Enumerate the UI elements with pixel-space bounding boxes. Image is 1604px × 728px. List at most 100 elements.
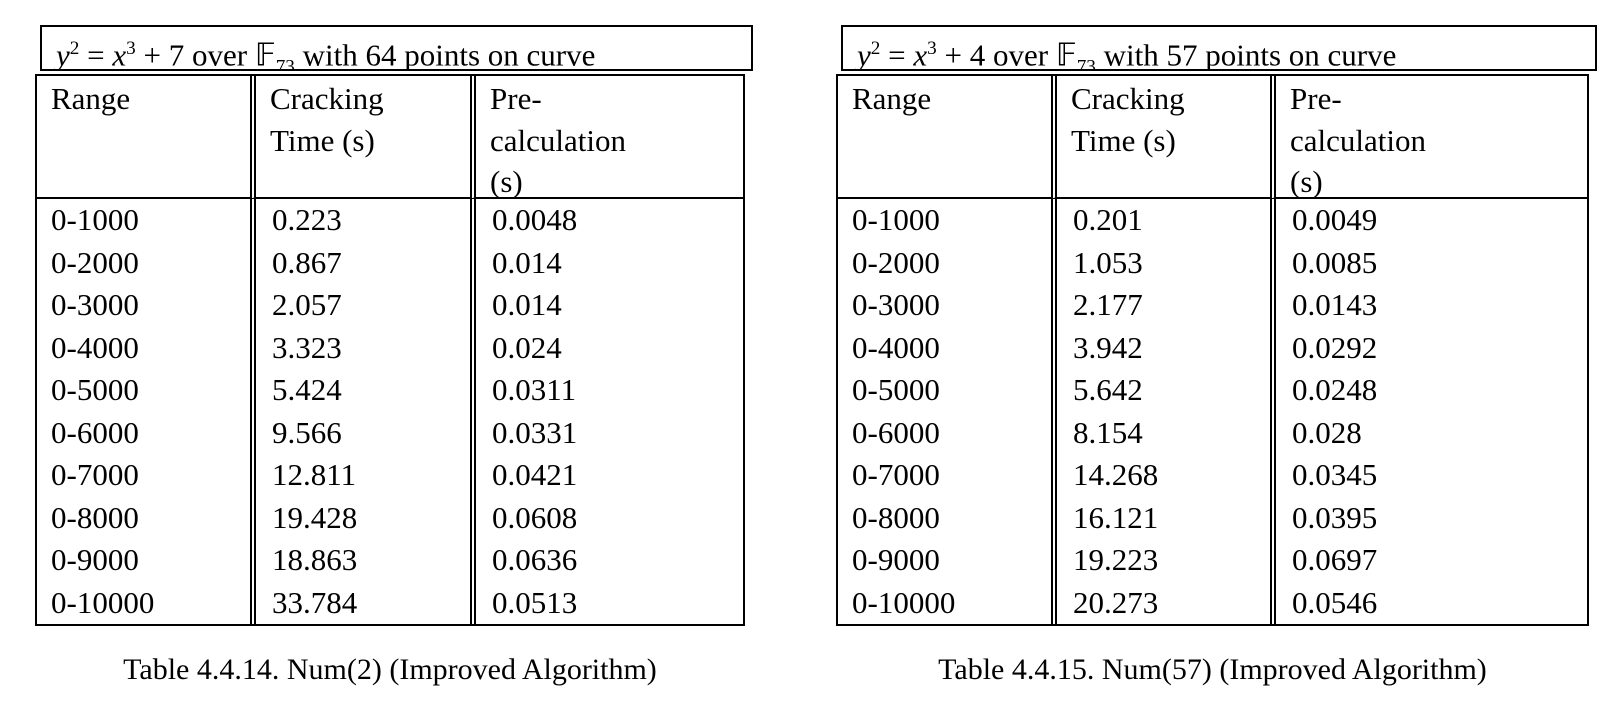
header-line: Pre- bbox=[1290, 81, 1342, 116]
table-cell: 0-4000 bbox=[852, 329, 940, 365]
table-cell: 0.0608 bbox=[470, 496, 743, 539]
header-line: Range bbox=[852, 81, 932, 116]
header-line: (s) bbox=[490, 164, 523, 199]
math-exponent-2: 2 bbox=[69, 38, 80, 59]
column-header-cracking-time: Cracking Time (s) bbox=[1051, 76, 1270, 199]
column-header-cracking-time: Cracking Time (s) bbox=[250, 76, 470, 199]
table-cell: 0.0085 bbox=[1270, 241, 1587, 284]
table-figure-num2: y2 = x3 + 7 over 𝔽73 with 64 points on c… bbox=[35, 25, 753, 728]
header-line: Pre- bbox=[490, 81, 542, 116]
table-cell: 0-3000 bbox=[51, 287, 139, 322]
field-symbol: 𝔽 bbox=[254, 37, 276, 71]
table-cell: 0-2000 bbox=[51, 244, 139, 280]
table-cell: 0.0697 bbox=[1270, 539, 1587, 582]
header-line: (s) bbox=[1290, 164, 1323, 199]
table-cell: 0.867 bbox=[250, 241, 470, 284]
column-header-precalculation: Pre-calculation (s) bbox=[1270, 76, 1587, 199]
table-cell: 0.024 bbox=[470, 326, 743, 369]
table-cell: 20.273 bbox=[1051, 581, 1270, 624]
table-cell: 0-10000 bbox=[852, 584, 956, 620]
table-cell: 0.0395 bbox=[1270, 496, 1587, 539]
table-cell: 0.223 bbox=[250, 199, 470, 242]
table-cell: 0-9000 bbox=[51, 542, 139, 577]
table-cell: 3.942 bbox=[1051, 326, 1270, 369]
table-cell: 0.014 bbox=[470, 284, 743, 327]
table-cell: 0.0331 bbox=[470, 411, 743, 454]
table-cell: 0-8000 bbox=[51, 499, 139, 535]
table-cell: 3.323 bbox=[250, 326, 470, 369]
table-cell: 0-6000 bbox=[51, 414, 139, 450]
table-cell: 0-3000 bbox=[852, 287, 940, 322]
table-cell: 0.014 bbox=[470, 241, 743, 284]
math-exponent-3: 3 bbox=[927, 38, 937, 59]
table-title-curve-equation: y2 = x3 + 4 over 𝔽73 with 57 points on c… bbox=[841, 25, 1597, 71]
table-body-frame: Range Cracking Time (s) Pre-calculation (s… bbox=[35, 74, 745, 626]
table-cell: 0.0546 bbox=[1270, 581, 1587, 624]
column-header-range: Range bbox=[838, 76, 1051, 199]
header-line: calculation bbox=[490, 122, 626, 158]
field-symbol: 𝔽 bbox=[1055, 37, 1077, 71]
math-constant-over: + 4 over bbox=[936, 37, 1056, 71]
field-subscript: 73 bbox=[275, 56, 295, 71]
table-cell: 19.223 bbox=[1051, 539, 1270, 582]
table-grid: Range Cracking Time (s) Pre-calculation (s… bbox=[37, 76, 743, 624]
table-body-frame: Range Cracking Time (s) Pre-calculation (s… bbox=[836, 74, 1589, 626]
table-cell: 0-8000 bbox=[852, 499, 940, 535]
table-cell: 0-1000 bbox=[51, 202, 139, 237]
math-var-x: x bbox=[913, 37, 928, 71]
table-cell: 5.424 bbox=[250, 369, 470, 412]
table-cell: 0-1000 bbox=[852, 202, 940, 237]
table-cell: 18.863 bbox=[250, 539, 470, 582]
table-cell: 0.0292 bbox=[1270, 326, 1587, 369]
table-cell: 0-5000 bbox=[51, 372, 139, 407]
table-cell: 0-2000 bbox=[852, 244, 940, 280]
header-line: Range bbox=[51, 81, 131, 116]
title-suffix: with 64 points on curve bbox=[294, 37, 596, 71]
table-cell: 16.121 bbox=[1051, 496, 1270, 539]
table-cell: 5.642 bbox=[1051, 369, 1270, 412]
table-cell: 1.053 bbox=[1051, 241, 1270, 284]
math-exponent-2: 2 bbox=[870, 38, 881, 59]
table-caption: Table 4.4.15. Num(57) (Improved Algorith… bbox=[938, 653, 1487, 686]
table-cell: 12.811 bbox=[250, 454, 470, 497]
table-figure-num57: y2 = x3 + 4 over 𝔽73 with 57 points on c… bbox=[836, 25, 1597, 728]
table-cell: 8.154 bbox=[1051, 411, 1270, 454]
title-suffix: with 57 points on curve bbox=[1095, 37, 1397, 71]
header-line: Time (s) bbox=[1071, 122, 1176, 158]
table-cell: 19.428 bbox=[250, 496, 470, 539]
table-cell: 2.177 bbox=[1051, 284, 1270, 327]
table-cell: 0.028 bbox=[1270, 411, 1587, 454]
table-cell: 0.0513 bbox=[470, 581, 743, 624]
table-cell: 0.0421 bbox=[470, 454, 743, 497]
table-cell: 0.0636 bbox=[470, 539, 743, 582]
header-line: Cracking bbox=[1071, 81, 1185, 116]
math-var-x: x bbox=[112, 37, 127, 71]
header-line: calculation bbox=[1290, 122, 1426, 158]
table-cell: 0-9000 bbox=[852, 542, 940, 577]
equals-sign: = bbox=[79, 37, 113, 71]
header-line: Cracking bbox=[270, 81, 384, 116]
table-cell: 0.0143 bbox=[1270, 284, 1587, 327]
math-exponent-3: 3 bbox=[126, 38, 136, 59]
table-cell: 14.268 bbox=[1051, 454, 1270, 497]
table-title-curve-equation: y2 = x3 + 7 over 𝔽73 with 64 points on c… bbox=[40, 25, 753, 71]
table-cell: 0-7000 bbox=[51, 457, 139, 492]
table-cell: 0-10000 bbox=[51, 584, 155, 620]
table-cell: 33.784 bbox=[250, 581, 470, 624]
table-cell: 0.0049 bbox=[1270, 199, 1587, 242]
table-caption: Table 4.4.14. Num(2) (Improved Algorithm… bbox=[123, 653, 657, 686]
header-line: Time (s) bbox=[270, 122, 375, 158]
field-subscript: 73 bbox=[1076, 56, 1096, 71]
table-cell: 0.0048 bbox=[470, 199, 743, 242]
table-cell: 0.0345 bbox=[1270, 454, 1587, 497]
table-cell: 0-6000 bbox=[852, 414, 940, 450]
table-cell: 0.201 bbox=[1051, 199, 1270, 242]
table-cell: 0.0311 bbox=[470, 369, 743, 412]
math-var-y: y bbox=[56, 37, 70, 71]
table-cell: 0-4000 bbox=[51, 329, 139, 365]
table-cell: 0.0248 bbox=[1270, 369, 1587, 412]
table-cell: 0-5000 bbox=[852, 372, 940, 407]
equals-sign: = bbox=[880, 37, 914, 71]
column-header-range: Range bbox=[37, 76, 250, 199]
